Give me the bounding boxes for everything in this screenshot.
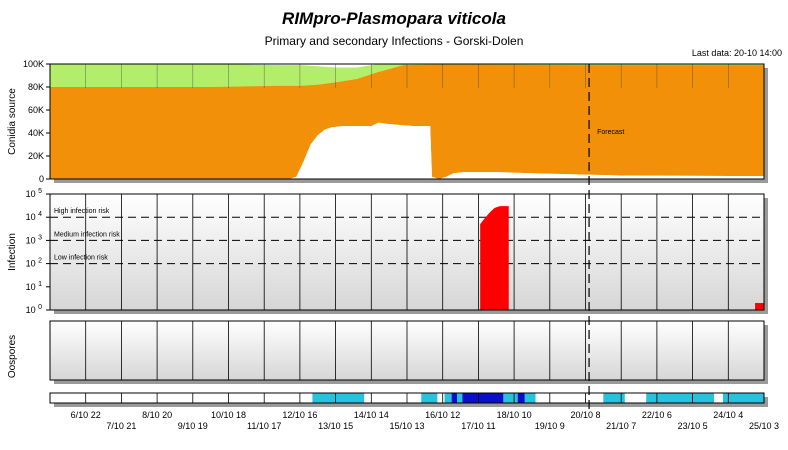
- x-tick-label-upper: 22/10 6: [642, 410, 672, 420]
- x-tick-label-lower: 9/10 19: [178, 421, 208, 431]
- x-tick-label-upper: 16/10 12: [425, 410, 460, 420]
- infection-y-tick-base: 10: [26, 189, 39, 199]
- infection-y-axis-label: Infection: [7, 233, 18, 271]
- x-tick-label-lower: 13/10 15: [318, 421, 353, 431]
- x-tick-label-lower: 23/10 5: [678, 421, 708, 431]
- conidia-area-orange: [50, 64, 764, 179]
- infection-y-tick-exponent: 1: [38, 281, 42, 288]
- forecast-label: Forecast: [597, 129, 624, 136]
- infection-y-tick-label: 10 1: [26, 281, 43, 292]
- conidia-panel-border: [49, 63, 765, 180]
- wetness-cell: [524, 393, 536, 403]
- conidia-area-white-front: [50, 122, 764, 179]
- infection-y-tick-base: 10: [26, 235, 39, 245]
- conidia-y-tick-label: 0: [39, 174, 44, 184]
- wetness-cell: [456, 393, 463, 403]
- wetness-cell: [444, 393, 452, 403]
- infection-event-1: [755, 303, 764, 310]
- wetness-cell: [462, 393, 504, 403]
- wetness-cell: [722, 393, 764, 403]
- x-tick-label-lower: 7/10 21: [106, 421, 136, 431]
- x-tick-label-lower: 21/10 7: [606, 421, 636, 431]
- x-tick-label-lower: 15/10 13: [389, 421, 424, 431]
- x-tick-label-upper: 18/10 10: [497, 410, 532, 420]
- infection-y-tick-exponent: 5: [38, 188, 42, 195]
- conidia-y-axis-label: Conidia source: [7, 88, 18, 155]
- infection-threshold-label: Low infection risk: [54, 255, 108, 262]
- wetness-cell: [517, 393, 525, 403]
- x-tick-label-upper: 10/10 18: [211, 410, 246, 420]
- oospores-panel-border: [49, 320, 765, 381]
- x-tick-label-upper: 6/10 22: [71, 410, 101, 420]
- x-tick-label-upper: 12/10 16: [282, 410, 317, 420]
- conidia-y-tick-label: 60K: [28, 105, 44, 115]
- wetness-cell: [312, 393, 365, 403]
- conidia-y-tick-label: 100K: [23, 59, 44, 69]
- infection-y-tick-exponent: 4: [38, 211, 42, 218]
- conidia-y-tick-label: 80K: [28, 82, 44, 92]
- conidia-y-tick-label: 40K: [28, 128, 44, 138]
- wetness-cell: [503, 393, 518, 403]
- infection-y-tick-base: 10: [26, 305, 39, 315]
- infection-y-tick-base: 10: [26, 282, 39, 292]
- infection-y-tick-base: 10: [26, 212, 39, 222]
- wetness-cell: [421, 393, 438, 403]
- infection-y-tick-exponent: 0: [38, 304, 42, 311]
- infection-y-tick-base: 10: [26, 259, 39, 269]
- last-data-label: Last data: 20-10 14:00: [691, 48, 782, 58]
- wetness-strip-border: [49, 392, 765, 404]
- infection-y-tick-label: 10 2: [26, 258, 43, 269]
- x-tick-label-lower: 11/10 17: [247, 421, 281, 431]
- infection-y-tick-label: 10 3: [26, 234, 43, 245]
- conidia-y-tick-label: 20K: [28, 151, 44, 161]
- x-tick-label-lower: 25/10 3: [749, 421, 779, 431]
- x-tick-label-lower: 17/10 11: [461, 421, 495, 431]
- x-tick-label-upper: 14/10 14: [354, 410, 389, 420]
- oospores-y-axis-label: Oospores: [7, 335, 18, 378]
- infection-threshold-label: High infection risk: [54, 208, 110, 215]
- x-tick-label-lower: 19/10 9: [535, 421, 565, 431]
- x-tick-label-upper: 8/10 20: [142, 410, 172, 420]
- chart-title: RIMpro-Plasmopara viticola: [282, 9, 506, 28]
- infection-y-tick-label: 10 0: [26, 304, 43, 315]
- chart-subtitle: Primary and secondary Infections - Gorsk…: [264, 34, 524, 48]
- infection-y-tick-label: 10 5: [26, 188, 43, 199]
- x-tick-label-upper: 24/10 4: [713, 410, 743, 420]
- infection-y-tick-exponent: 2: [38, 258, 42, 265]
- infection-y-tick-exponent: 3: [38, 234, 42, 241]
- x-tick-label-upper: 20/10 8: [570, 410, 600, 420]
- wetness-cell: [451, 393, 457, 403]
- wetness-cell: [646, 393, 715, 403]
- infection-panel-border: [49, 193, 765, 311]
- infection-threshold-label: Medium infection risk: [54, 231, 120, 238]
- wetness-cell: [603, 393, 625, 403]
- infection-y-tick-label: 10 4: [26, 211, 43, 222]
- infection-event-0: [480, 206, 509, 310]
